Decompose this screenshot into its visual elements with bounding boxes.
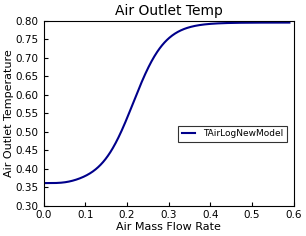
X-axis label: Air Mass Flow Rate: Air Mass Flow Rate: [116, 222, 221, 232]
TAirLogNewModel: [155, 52, 158, 55]
TAirLogNewModel: [107, 153, 110, 156]
TAirLogNewModel: [87, 173, 91, 175]
TAirLogNewModel: [47, 182, 50, 185]
Legend: TAirLogNewModel: TAirLogNewModel: [178, 126, 287, 142]
Y-axis label: Air Outlet Temperature: Air Outlet Temperature: [4, 49, 14, 177]
TAirLogNewModel: [44, 182, 47, 185]
TAirLogNewModel: [288, 21, 291, 24]
Line: TAirLogNewModel: TAirLogNewModel: [46, 23, 289, 183]
TAirLogNewModel: [228, 21, 231, 24]
TAirLogNewModel: [207, 23, 211, 25]
Title: Air Outlet Temp: Air Outlet Temp: [115, 4, 222, 18]
TAirLogNewModel: [188, 26, 192, 29]
